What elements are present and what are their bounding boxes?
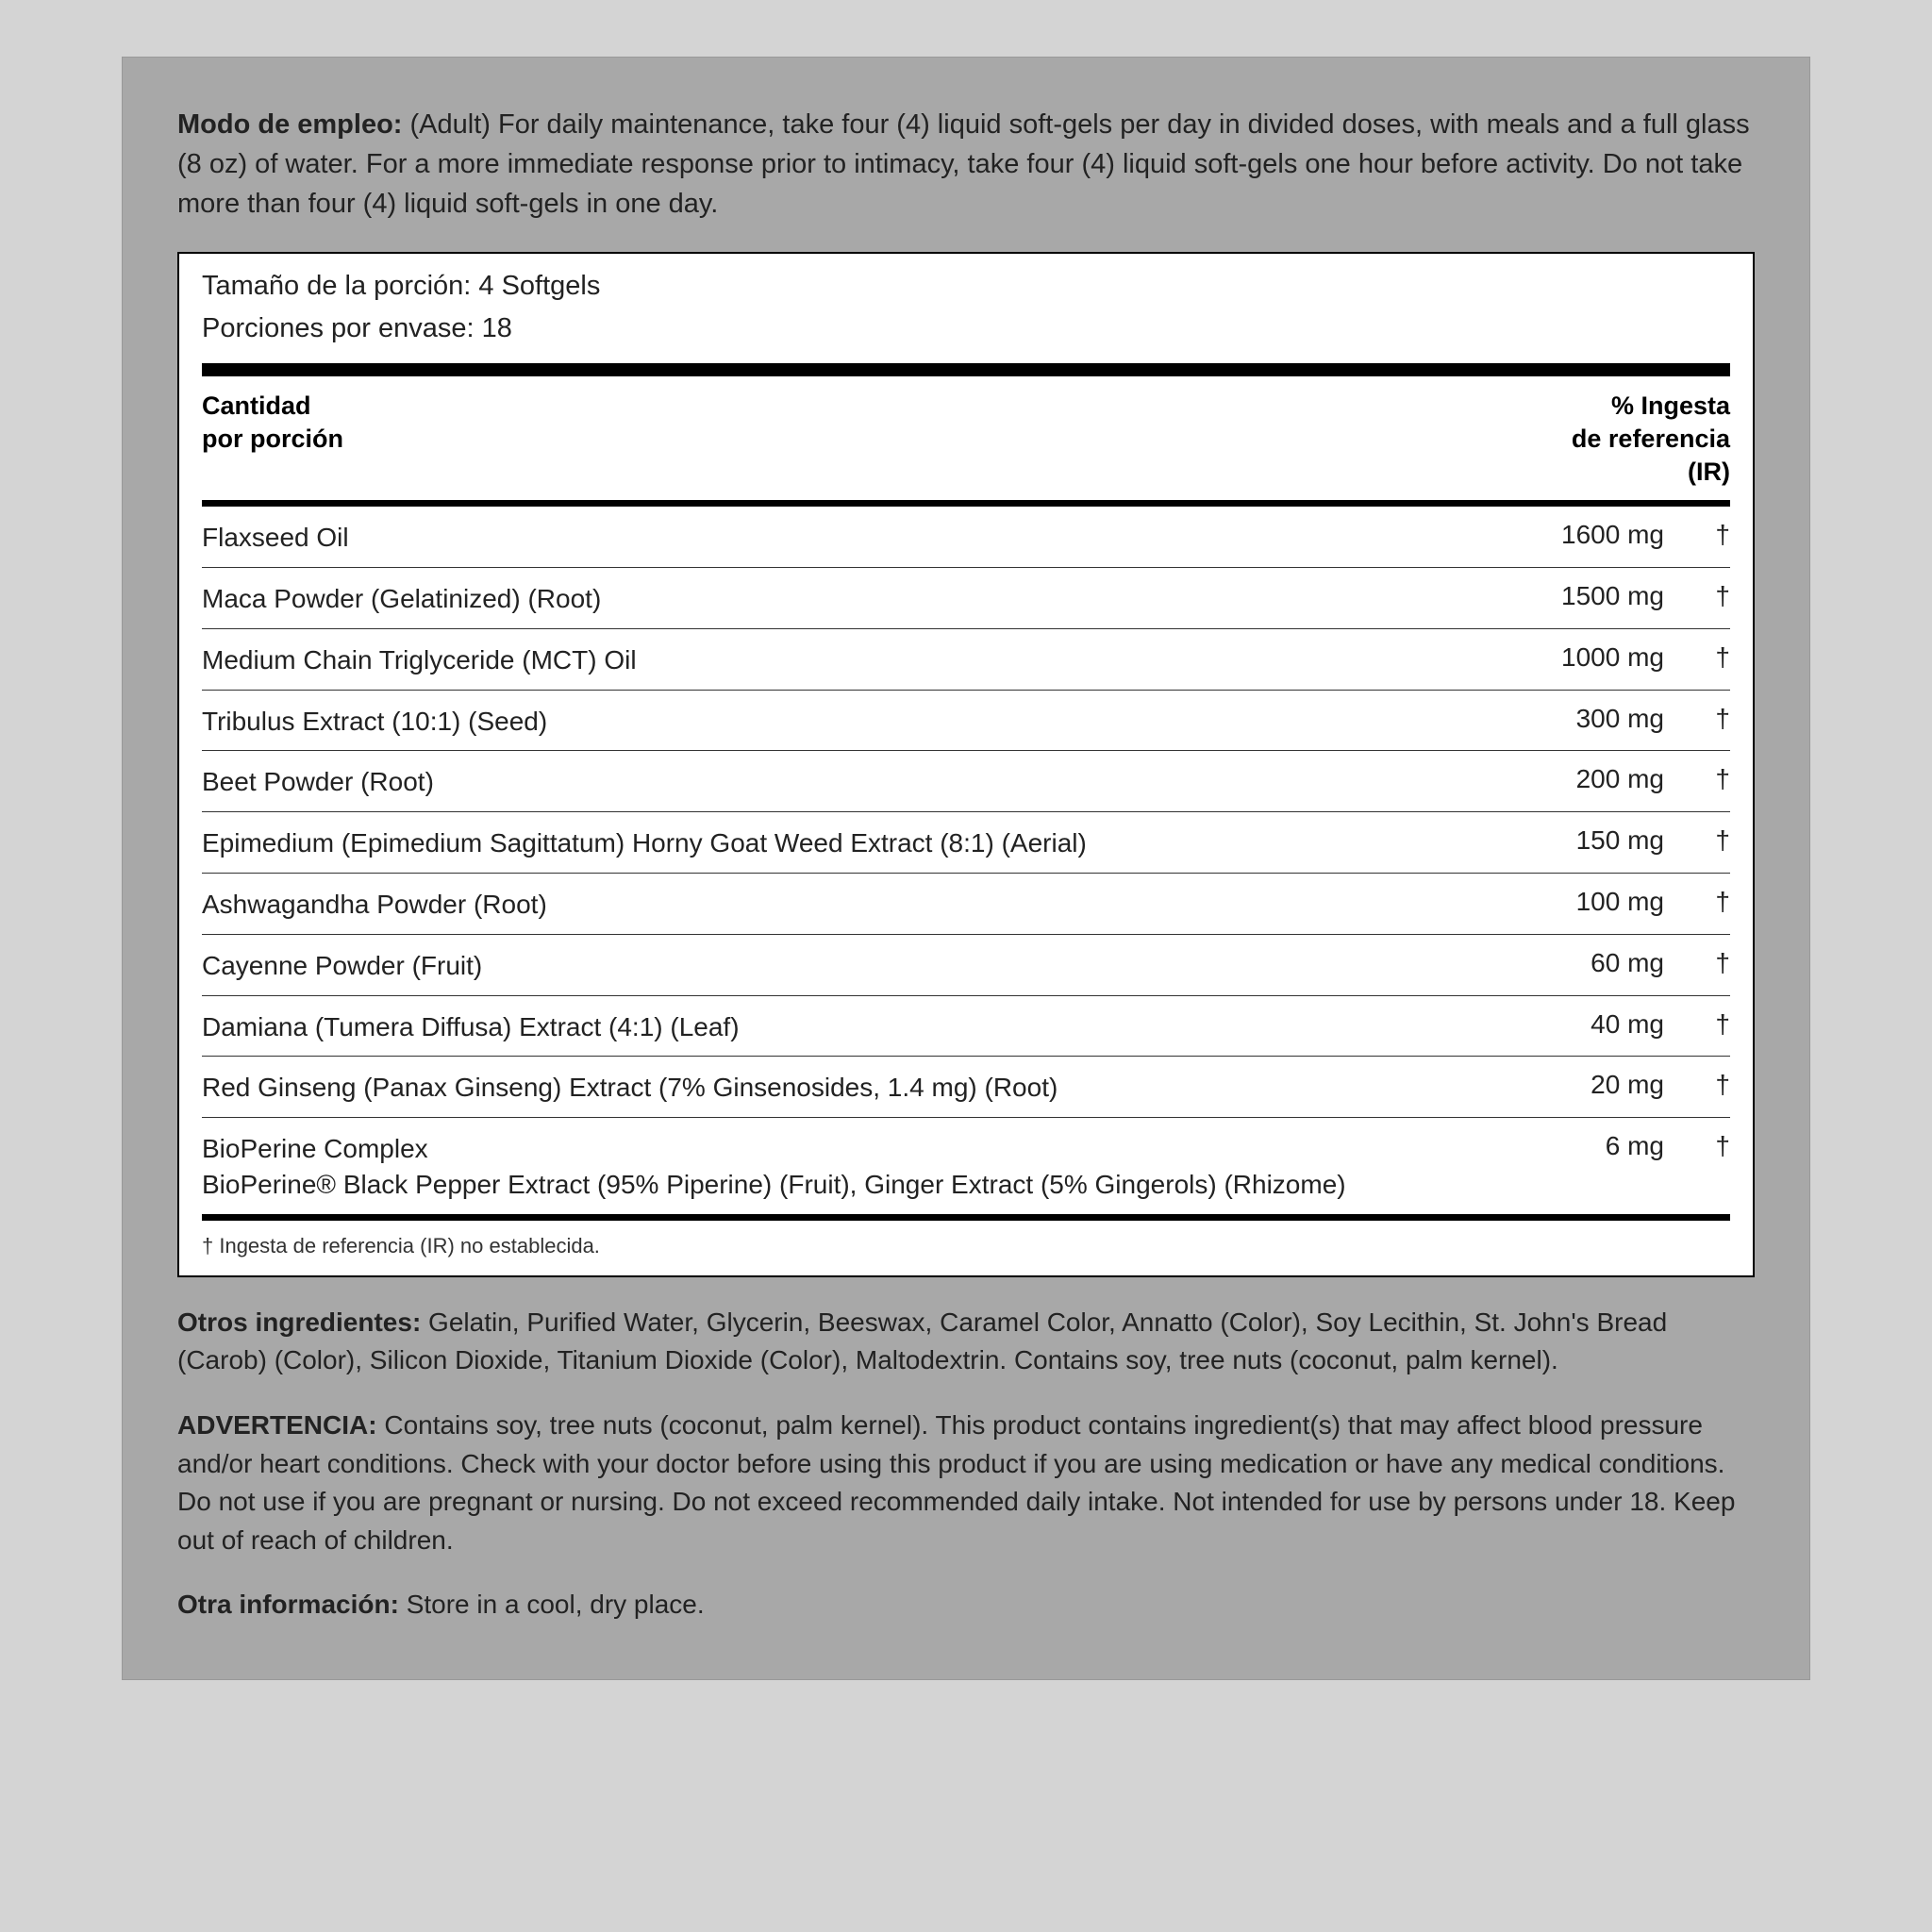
ingredient-row: Maca Powder (Gelatinized) (Root)1500 mg†	[202, 568, 1730, 629]
ingredient-row: Tribulus Extract (10:1) (Seed)300 mg†	[202, 691, 1730, 752]
divider-medium-bottom	[202, 1214, 1730, 1221]
ingredient-amount: 60 mg	[1494, 948, 1664, 978]
other-ingredients-label: Otros ingredientes:	[177, 1307, 421, 1337]
ingredient-row: Beet Powder (Root)200 mg†	[202, 751, 1730, 812]
dv-footnote: † Ingesta de referencia (IR) no establec…	[179, 1221, 1753, 1275]
other-info: Otra información: Store in a cool, dry p…	[177, 1586, 1755, 1624]
ingredient-amount: 150 mg	[1494, 825, 1664, 856]
ingredient-amount: 300 mg	[1494, 704, 1664, 734]
header-amount-line2: por porción	[202, 423, 343, 456]
usage-text: (Adult) For daily maintenance, take four…	[177, 109, 1750, 219]
ingredient-dv: †	[1664, 520, 1730, 550]
warning-text: Contains soy, tree nuts (coconut, palm k…	[177, 1410, 1735, 1555]
ingredient-row: Medium Chain Triglyceride (MCT) Oil1000 …	[202, 629, 1730, 691]
serving-info: Tamaño de la porción: 4 Softgels Porcion…	[179, 254, 1753, 359]
ingredient-amount: 1000 mg	[1494, 642, 1664, 673]
ingredient-amount: 100 mg	[1494, 887, 1664, 917]
header-dv-line1: % Ingesta	[1572, 390, 1730, 423]
ingredient-amount: 40 mg	[1494, 1009, 1664, 1040]
header-dv-line3: (IR)	[1572, 456, 1730, 489]
ingredient-name: Epimedium (Epimedium Sagittatum) Horny G…	[202, 825, 1494, 861]
ingredient-row: Epimedium (Epimedium Sagittatum) Horny G…	[202, 812, 1730, 874]
ingredient-row: Ashwagandha Powder (Root)100 mg†	[202, 874, 1730, 935]
ingredient-amount: 1600 mg	[1494, 520, 1664, 550]
divider-thick	[202, 363, 1730, 376]
ingredient-dv: †	[1664, 825, 1730, 856]
supplement-facts-panel: Modo de empleo: (Adult) For daily mainte…	[122, 57, 1810, 1680]
ingredient-amount: 1500 mg	[1494, 581, 1664, 611]
ingredient-name: BioPerine ComplexBioPerine® Black Pepper…	[202, 1131, 1494, 1203]
ingredient-name: Damiana (Tumera Diffusa) Extract (4:1) (…	[202, 1009, 1494, 1045]
ingredient-name: Tribulus Extract (10:1) (Seed)	[202, 704, 1494, 740]
ingredient-dv: †	[1664, 1131, 1730, 1161]
servings-per-container: Porciones por envase: 18	[202, 308, 1730, 350]
ingredient-name: Cayenne Powder (Fruit)	[202, 948, 1494, 984]
ingredient-dv: †	[1664, 704, 1730, 734]
ingredient-name: Flaxseed Oil	[202, 520, 1494, 556]
table-header: Cantidad por porción % Ingesta de refere…	[179, 376, 1753, 500]
ingredient-dv: †	[1664, 764, 1730, 794]
ingredient-row: BioPerine ComplexBioPerine® Black Pepper…	[202, 1118, 1730, 1214]
ingredient-row: Cayenne Powder (Fruit)60 mg†	[202, 935, 1730, 996]
ingredient-row: Damiana (Tumera Diffusa) Extract (4:1) (…	[202, 996, 1730, 1058]
ingredient-amount: 200 mg	[1494, 764, 1664, 794]
divider-medium-top	[202, 500, 1730, 507]
ingredient-dv: †	[1664, 948, 1730, 978]
ingredient-amount: 6 mg	[1494, 1131, 1664, 1161]
ingredient-name: Beet Powder (Root)	[202, 764, 1494, 800]
ingredient-dv: †	[1664, 1070, 1730, 1100]
ingredient-name: Maca Powder (Gelatinized) (Root)	[202, 581, 1494, 617]
usage-label: Modo de empleo:	[177, 109, 402, 140]
ingredient-row: Red Ginseng (Panax Ginseng) Extract (7% …	[202, 1057, 1730, 1118]
other-ingredients: Otros ingredientes: Gelatin, Purified Wa…	[177, 1304, 1755, 1380]
warning: ADVERTENCIA: Contains soy, tree nuts (co…	[177, 1407, 1755, 1559]
ingredient-dv: †	[1664, 581, 1730, 611]
usage-directions: Modo de empleo: (Adult) For daily mainte…	[177, 105, 1755, 224]
ingredient-rows: Flaxseed Oil1600 mg†Maca Powder (Gelatin…	[179, 507, 1753, 1214]
ingredient-dv: †	[1664, 642, 1730, 673]
ingredient-name: Ashwagandha Powder (Root)	[202, 887, 1494, 923]
header-left: Cantidad por porción	[202, 390, 343, 456]
ingredient-name: Medium Chain Triglyceride (MCT) Oil	[202, 642, 1494, 678]
header-amount-line1: Cantidad	[202, 390, 343, 423]
other-info-label: Otra información:	[177, 1590, 399, 1619]
facts-box: Tamaño de la porción: 4 Softgels Porcion…	[177, 252, 1755, 1277]
ingredient-name: Red Ginseng (Panax Ginseng) Extract (7% …	[202, 1070, 1494, 1106]
ingredient-dv: †	[1664, 887, 1730, 917]
serving-size: Tamaño de la porción: 4 Softgels	[202, 265, 1730, 308]
ingredient-amount: 20 mg	[1494, 1070, 1664, 1100]
ingredient-dv: †	[1664, 1009, 1730, 1040]
header-right: % Ingesta de referencia (IR)	[1572, 390, 1730, 489]
warning-label: ADVERTENCIA:	[177, 1410, 377, 1440]
other-info-text: Store in a cool, dry place.	[399, 1590, 705, 1619]
ingredient-row: Flaxseed Oil1600 mg†	[202, 507, 1730, 568]
header-dv-line2: de referencia	[1572, 423, 1730, 456]
